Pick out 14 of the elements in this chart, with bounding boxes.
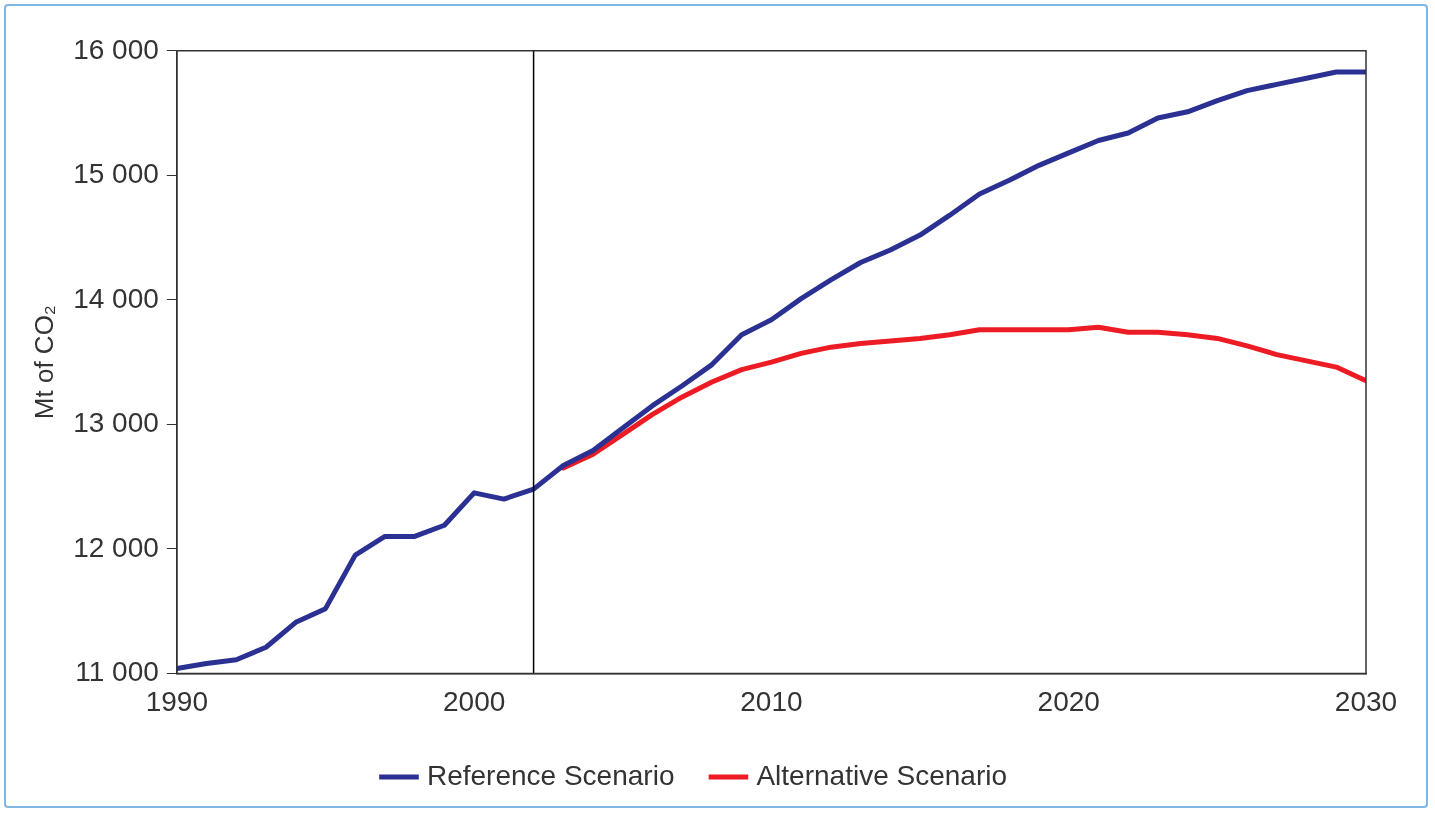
legend-label: Alternative Scenario (756, 759, 1008, 791)
x-tick-label: 2010 (740, 685, 803, 717)
y-tick-label: 16 000 (73, 33, 159, 65)
y-tick-label: 14 000 (73, 282, 159, 314)
x-tick-label: 2020 (1037, 685, 1100, 717)
x-tick-label: 2030 (1334, 685, 1398, 717)
x-tick-label: 1990 (145, 685, 208, 717)
y-tick-label: 11 000 (75, 656, 159, 688)
y-tick-label: 12 000 (73, 531, 159, 563)
y-tick-label: 13 000 (73, 407, 159, 439)
y-tick-label: 15 000 (73, 158, 159, 190)
legend-label: Reference Scenario (426, 759, 675, 791)
y-axis-title: Mt of CO₂ (28, 305, 59, 420)
x-tick-label: 2000 (442, 685, 506, 717)
